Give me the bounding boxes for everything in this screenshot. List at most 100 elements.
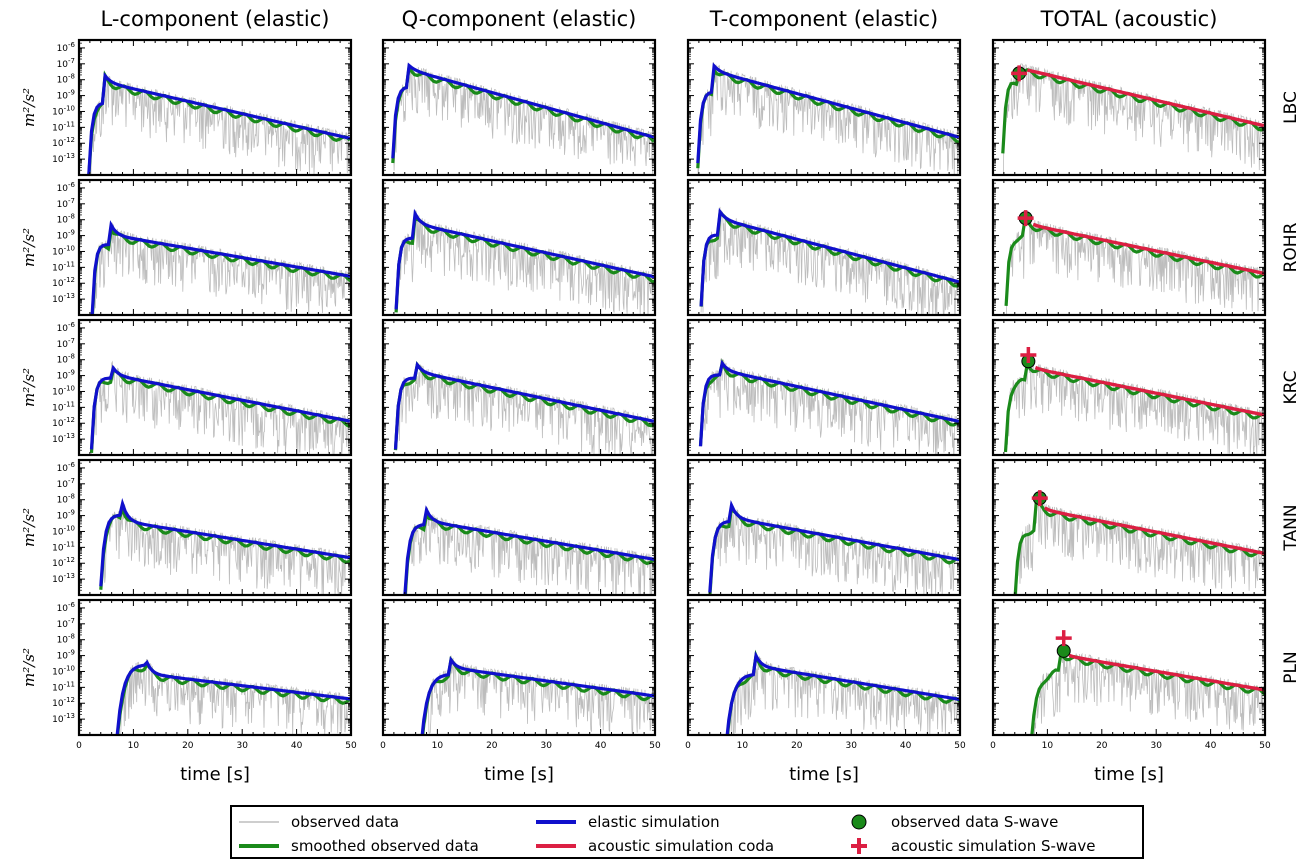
elastic-simulation-line (89, 364, 351, 450)
acoustic-swave-marker (1031, 490, 1048, 507)
y-tick-label: 10-9 (57, 649, 75, 662)
panel-frame (77, 178, 353, 317)
acoustic-coda-line (1034, 365, 1265, 417)
x-tick-label: 40 (595, 741, 607, 751)
elastic-simulation-line (90, 220, 351, 315)
column-title-0: L-component (elastic) (101, 7, 330, 31)
panel-KRC-TOTAL (991, 318, 1267, 457)
legend-label: acoustic simulation coda (588, 837, 774, 855)
y-tick-label: 10-13 (52, 712, 75, 725)
elastic-simulation-line (725, 651, 960, 735)
station-label-PLN: PLN (1281, 651, 1301, 683)
legend-swatch (851, 814, 867, 830)
y-tick-label: 10-7 (57, 197, 75, 210)
panel-KRC-T (686, 318, 962, 457)
panel-PLN-Q: 0 10 20 30 40 50 (380, 598, 661, 751)
panel-frame (381, 38, 657, 177)
panel-frame (381, 318, 657, 457)
x-tick-label: 10 (1042, 741, 1054, 751)
station-label-LBC: LBC (1281, 91, 1301, 124)
y-tick-label: 10-7 (57, 57, 75, 70)
x-tick-label: 20 (791, 741, 803, 751)
smoothed-observed-line (1030, 648, 1265, 735)
elastic-simulation-line (99, 498, 351, 587)
x-tick-label: 30 (1150, 741, 1162, 751)
panel-LBC-TOTAL (991, 38, 1267, 177)
x-tick-label: 20 (1096, 741, 1108, 751)
observed-data-line (1015, 495, 1265, 595)
panel-LBC-Q (381, 38, 657, 177)
x-tick-label: 50 (649, 741, 661, 751)
elastic-simulation-line (708, 500, 960, 593)
smoothed-observed-line (1013, 495, 1265, 595)
panel-PLN-T: 0 10 20 30 40 50 (685, 598, 966, 751)
x-axis-labels: time [s] time [s] time [s] time [s] (180, 764, 1164, 785)
panel-PLN-TOTAL: 0 10 20 30 40 50 (990, 598, 1271, 751)
elastic-simulation-line (393, 361, 655, 450)
panel-frame (686, 318, 962, 457)
panel-TANN-L: 10-6 10-7 10-8 10-9 10-10 10-11 10-12 10-13 (52, 458, 353, 597)
y-tick-label: 10-10 (52, 244, 75, 257)
acoustic-coda-line (1043, 506, 1265, 556)
panel-frame (686, 38, 962, 177)
panel-frame (381, 458, 657, 597)
acoustic-coda-line (1032, 222, 1265, 276)
y-tick-label: 10-9 (57, 89, 75, 102)
legend-label: observed data (291, 813, 399, 831)
observed-data-line (117, 658, 351, 735)
panel-LBC-L: 10-6 10-7 10-8 10-9 10-10 10-11 10-12 10-13 (52, 38, 353, 177)
panel-TANN-Q (381, 458, 657, 597)
panel-TANN-TOTAL (991, 458, 1267, 597)
legend-label: smoothed observed data (291, 837, 479, 855)
panel-ROHR-TOTAL (991, 178, 1267, 317)
observed-data-line (421, 655, 655, 735)
panel-TANN-T (686, 458, 962, 597)
y-tick-label: 10-11 (52, 260, 75, 273)
acoustic-coda-line (1026, 68, 1265, 128)
y-tick-label: 10-6 (57, 321, 76, 334)
x-tick-label: 0 (685, 741, 691, 751)
y-tick-label: 10-9 (57, 369, 75, 382)
elastic-simulation-line (403, 505, 655, 595)
column-title-2: T-component (elastic) (709, 7, 939, 31)
panel-frame (991, 598, 1267, 737)
observed-data-line (1005, 355, 1265, 455)
panel-LBC-T (686, 38, 962, 177)
y-tick-label: 10-12 (52, 416, 75, 429)
acoustic-swave-marker (1020, 346, 1037, 363)
y-tick-label: 10-8 (57, 213, 75, 226)
x-axis-label: time [s] (789, 764, 859, 785)
observed-data-line (395, 210, 655, 315)
y-tick-label: 10-6 (57, 41, 76, 54)
elastic-simulation-line (420, 656, 655, 735)
y-axis-label: m²/s² (20, 88, 38, 127)
y-tick-label: 10-10 (52, 384, 75, 397)
acoustic-swave-marker (1055, 630, 1072, 647)
y-tick-label: 10-11 (52, 680, 75, 693)
elastic-simulation-line (391, 62, 655, 159)
y-axis-labels: m²/s² m²/s² m²/s² m²/s² m²/s² (20, 88, 38, 687)
acoustic-swave-marker (1017, 210, 1034, 227)
observed-data-line (697, 61, 960, 175)
y-tick-label: 10-6 (57, 601, 76, 614)
y-tick-label: 10-8 (57, 73, 75, 86)
y-axis-label: m²/s² (20, 368, 38, 407)
y-tick-label: 10-8 (57, 353, 75, 366)
smoothed-observed-line (87, 70, 351, 175)
legend-box (230, 805, 1144, 859)
panel-frame (991, 178, 1267, 317)
legend-entry-2: elastic simulation (536, 813, 720, 831)
x-tick-label: 0 (990, 741, 996, 751)
panel-frame (381, 598, 657, 737)
observed-data-line (91, 360, 351, 455)
panel-frame (381, 178, 657, 317)
panel-frame (77, 38, 353, 177)
observed-data-line (100, 503, 351, 595)
y-axis-label: m²/s² (20, 228, 38, 267)
panel-PLN-L: 10-6 10-7 10-8 10-9 10-10 10-11 10-12 10-13 0 10 2… (52, 598, 357, 751)
elastic-simulation-line (698, 359, 960, 447)
x-tick-label: 20 (486, 741, 498, 751)
station-label-KRC: KRC (1281, 371, 1301, 405)
x-tick-label: 30 (845, 741, 857, 751)
